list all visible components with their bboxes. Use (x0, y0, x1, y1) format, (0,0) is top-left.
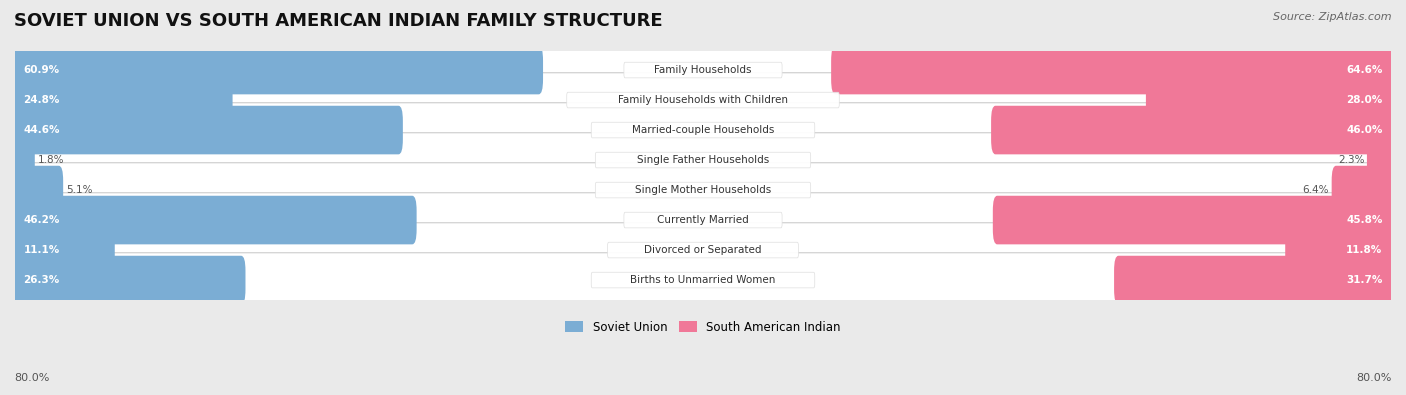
FancyBboxPatch shape (595, 182, 811, 198)
Text: 46.2%: 46.2% (24, 215, 60, 225)
Text: 28.0%: 28.0% (1346, 95, 1382, 105)
Text: Currently Married: Currently Married (657, 215, 749, 225)
FancyBboxPatch shape (11, 166, 63, 214)
Text: 46.0%: 46.0% (1346, 125, 1382, 135)
Text: 11.1%: 11.1% (24, 245, 60, 255)
Text: 45.8%: 45.8% (1346, 215, 1382, 225)
FancyBboxPatch shape (11, 106, 404, 154)
Text: 5.1%: 5.1% (66, 185, 93, 195)
FancyBboxPatch shape (567, 92, 839, 108)
Text: SOVIET UNION VS SOUTH AMERICAN INDIAN FAMILY STRUCTURE: SOVIET UNION VS SOUTH AMERICAN INDIAN FA… (14, 12, 662, 30)
Text: 64.6%: 64.6% (1346, 65, 1382, 75)
Text: Births to Unmarried Women: Births to Unmarried Women (630, 275, 776, 285)
Text: 80.0%: 80.0% (1357, 373, 1392, 383)
Text: Single Mother Households: Single Mother Households (636, 185, 770, 195)
Text: Family Households: Family Households (654, 65, 752, 75)
FancyBboxPatch shape (592, 122, 814, 138)
FancyBboxPatch shape (624, 62, 782, 78)
FancyBboxPatch shape (11, 226, 115, 275)
FancyBboxPatch shape (11, 73, 1395, 127)
Text: 1.8%: 1.8% (38, 155, 63, 165)
FancyBboxPatch shape (1114, 256, 1395, 305)
FancyBboxPatch shape (11, 196, 416, 245)
Text: 2.3%: 2.3% (1339, 155, 1364, 165)
Text: 44.6%: 44.6% (24, 125, 60, 135)
Text: Single Father Households: Single Father Households (637, 155, 769, 165)
FancyBboxPatch shape (1367, 136, 1395, 184)
FancyBboxPatch shape (11, 43, 1395, 97)
Text: Family Households with Children: Family Households with Children (619, 95, 787, 105)
FancyBboxPatch shape (595, 152, 811, 168)
FancyBboxPatch shape (1285, 226, 1395, 275)
Text: Source: ZipAtlas.com: Source: ZipAtlas.com (1274, 12, 1392, 22)
FancyBboxPatch shape (11, 76, 232, 124)
FancyBboxPatch shape (11, 136, 35, 184)
Text: 24.8%: 24.8% (24, 95, 60, 105)
FancyBboxPatch shape (592, 272, 814, 288)
Text: 26.3%: 26.3% (24, 275, 60, 285)
FancyBboxPatch shape (991, 106, 1395, 154)
FancyBboxPatch shape (993, 196, 1395, 245)
FancyBboxPatch shape (11, 133, 1395, 187)
FancyBboxPatch shape (11, 103, 1395, 157)
FancyBboxPatch shape (607, 242, 799, 258)
FancyBboxPatch shape (11, 193, 1395, 247)
FancyBboxPatch shape (11, 253, 1395, 307)
FancyBboxPatch shape (11, 256, 246, 305)
FancyBboxPatch shape (11, 163, 1395, 217)
Text: 60.9%: 60.9% (24, 65, 59, 75)
Text: Divorced or Separated: Divorced or Separated (644, 245, 762, 255)
FancyBboxPatch shape (624, 212, 782, 228)
FancyBboxPatch shape (11, 46, 543, 94)
FancyBboxPatch shape (11, 223, 1395, 277)
Text: 31.7%: 31.7% (1346, 275, 1382, 285)
Text: Married-couple Households: Married-couple Households (631, 125, 775, 135)
FancyBboxPatch shape (831, 46, 1395, 94)
Legend: Soviet Union, South American Indian: Soviet Union, South American Indian (561, 316, 845, 339)
Text: 11.8%: 11.8% (1346, 245, 1382, 255)
Text: 6.4%: 6.4% (1302, 185, 1329, 195)
FancyBboxPatch shape (1331, 166, 1395, 214)
Text: 80.0%: 80.0% (14, 373, 49, 383)
FancyBboxPatch shape (1146, 76, 1395, 124)
